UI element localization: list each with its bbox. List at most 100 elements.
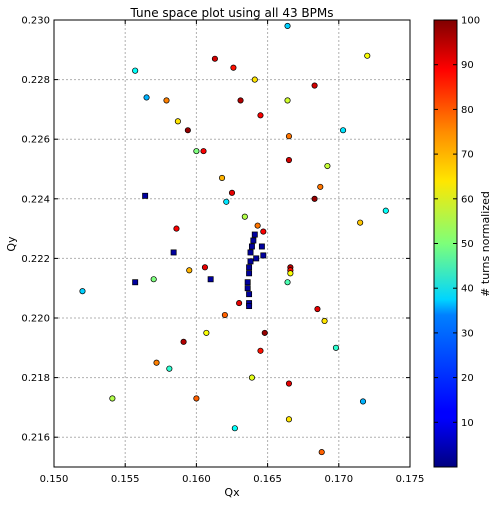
data-point-circle bbox=[201, 264, 208, 271]
y-tick-label: 0.220 bbox=[21, 314, 50, 325]
data-point-circle bbox=[218, 174, 226, 181]
data-point-circle bbox=[321, 317, 328, 325]
data-point-circle bbox=[382, 207, 389, 214]
x-tick-label: 0.165 bbox=[253, 474, 282, 485]
data-point-circle bbox=[332, 344, 340, 351]
data-point-circle bbox=[260, 228, 267, 235]
x-tick-label: 0.175 bbox=[396, 474, 425, 485]
data-point-circle bbox=[285, 133, 293, 140]
data-point-circle bbox=[109, 395, 116, 402]
data-point-square bbox=[246, 303, 253, 310]
data-point-circle bbox=[221, 311, 228, 319]
data-point-circle bbox=[228, 189, 236, 196]
y-tick-label: 0.226 bbox=[21, 135, 50, 146]
data-point-circle bbox=[254, 222, 261, 229]
data-point-circle bbox=[163, 97, 170, 104]
colorbar-tick-label: 70 bbox=[461, 150, 474, 161]
colorbar-tick-label: 80 bbox=[461, 105, 474, 116]
data-point-circle bbox=[180, 338, 187, 345]
data-point-circle bbox=[357, 219, 364, 226]
data-point-circle bbox=[237, 97, 244, 104]
data-point-circle bbox=[236, 300, 243, 307]
data-point-circle bbox=[174, 118, 181, 125]
data-point-circle bbox=[251, 76, 258, 83]
data-point-circle bbox=[193, 148, 200, 155]
data-point-circle bbox=[318, 449, 325, 456]
data-point-square bbox=[246, 264, 253, 271]
data-point-square bbox=[246, 270, 253, 277]
colorbar-tick-label: 100 bbox=[461, 16, 480, 27]
data-point-circle bbox=[311, 82, 318, 89]
data-point-square bbox=[207, 276, 214, 283]
data-point-circle bbox=[241, 213, 248, 220]
data-point-circle bbox=[311, 195, 318, 202]
data-point-circle bbox=[231, 425, 238, 432]
data-point-square bbox=[246, 291, 253, 298]
colorbar-tick-label: 90 bbox=[461, 60, 474, 71]
x-tick-label: 0.160 bbox=[182, 474, 211, 485]
data-point-circle bbox=[284, 22, 291, 30]
data-point-circle bbox=[211, 55, 218, 62]
y-tick-label: 0.216 bbox=[21, 433, 50, 444]
data-point-circle bbox=[143, 94, 150, 101]
data-point-square bbox=[244, 285, 251, 292]
data-point-circle bbox=[203, 329, 210, 336]
colorbar-tick-label: 30 bbox=[461, 328, 474, 339]
data-point-square bbox=[132, 279, 139, 286]
chart-title: Tune space plot using all 43 BPMs bbox=[130, 6, 334, 20]
data-point-circle bbox=[285, 380, 293, 387]
data-point-square bbox=[260, 252, 267, 259]
data-point-circle bbox=[340, 127, 347, 134]
data-point-circle bbox=[150, 276, 157, 283]
data-point-circle bbox=[284, 279, 291, 286]
y-tick-label: 0.218 bbox=[21, 373, 50, 384]
data-point-circle bbox=[186, 267, 193, 274]
data-point-square bbox=[258, 243, 265, 250]
data-point-circle bbox=[248, 374, 255, 381]
data-point-circle bbox=[193, 395, 200, 402]
data-point-circle bbox=[285, 416, 293, 423]
y-tick-label: 0.230 bbox=[21, 16, 50, 27]
data-point-circle bbox=[166, 365, 173, 372]
colorbar-tick-label: 60 bbox=[461, 194, 474, 205]
data-point-circle bbox=[285, 157, 293, 164]
data-point-circle bbox=[287, 270, 294, 277]
colorbar-tick-label: 50 bbox=[461, 239, 474, 250]
x-axis-label: Qx bbox=[224, 486, 240, 499]
y-axis-label: Qy bbox=[5, 236, 18, 252]
data-point-circle bbox=[153, 359, 160, 366]
data-point-circle bbox=[79, 288, 86, 295]
data-point-square bbox=[244, 279, 251, 286]
data-point-circle bbox=[173, 225, 180, 232]
y-tick-label: 0.224 bbox=[21, 194, 50, 205]
data-point-circle bbox=[257, 112, 264, 119]
data-point-circle bbox=[324, 162, 331, 170]
data-point-square bbox=[248, 243, 255, 250]
data-point-circle bbox=[230, 64, 237, 71]
data-point-square bbox=[247, 249, 254, 256]
data-point-circle bbox=[223, 198, 230, 205]
data-point-square bbox=[170, 249, 177, 256]
data-points bbox=[79, 22, 389, 456]
colorbar-tick-label: 20 bbox=[461, 373, 474, 384]
y-tick-label: 0.222 bbox=[21, 254, 50, 265]
colorbar-ticks: 10 20 30 40 50 60 70 80 90 100 bbox=[434, 16, 480, 429]
data-point-square bbox=[250, 237, 257, 244]
x-tick-label: 0.150 bbox=[40, 474, 69, 485]
grid bbox=[54, 20, 410, 467]
data-point-square bbox=[251, 231, 258, 238]
colorbar-label: # turns normalized bbox=[479, 191, 492, 297]
data-point-circle bbox=[261, 329, 268, 336]
data-point-circle bbox=[359, 398, 367, 405]
data-point-square bbox=[253, 255, 260, 262]
data-point-square bbox=[142, 192, 149, 199]
y-axis-ticks: 0.216 0.218 0.220 0.222 0.224 0.226 0.228 0.230 bbox=[21, 16, 410, 444]
plot-frame bbox=[53, 19, 411, 468]
x-tick-label: 0.170 bbox=[324, 474, 353, 485]
data-point-circle bbox=[317, 183, 324, 190]
data-point-circle bbox=[200, 148, 207, 155]
data-point-circle bbox=[132, 67, 139, 74]
colorbar-tick-label: 40 bbox=[461, 284, 474, 295]
